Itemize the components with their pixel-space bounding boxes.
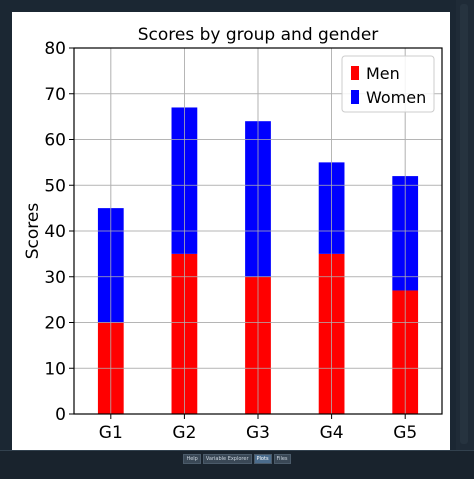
ticks: 0 10 20 30 40 50 60 70 80 G1 G2 G3 G4 G5: [44, 39, 417, 443]
x-tick-label: G5: [393, 423, 417, 443]
legend-label-women: Women: [366, 88, 426, 107]
tab-files[interactable]: Files: [273, 454, 291, 464]
legend-box: [341, 55, 435, 113]
y-tick-label: 40: [44, 222, 66, 242]
pane-tab-strip: Help Variable Explorer Plots Files: [0, 454, 474, 464]
legend: Men Women: [341, 55, 435, 113]
y-tick-label: 60: [44, 131, 66, 151]
legend-swatch-men: [351, 66, 359, 80]
legend-label-men: Men: [366, 64, 400, 83]
x-tick-label: G3: [246, 423, 270, 443]
chart: 0 10 20 30 40 50 60 70 80 G1 G2 G3 G4 G5 Scores by gr…: [23, 25, 443, 443]
tab-plots[interactable]: Plots: [253, 454, 272, 464]
x-tick-label: G2: [172, 423, 196, 443]
y-tick-label: 10: [44, 359, 66, 379]
chart-title: Scores by group and gender: [138, 25, 379, 45]
x-tick-label: G1: [99, 423, 123, 443]
plot-pane: 0 10 20 30 40 50 60 70 80 G1 G2 G3 G4 G5 Scores by gr…: [12, 12, 450, 450]
y-tick-label: 70: [44, 85, 66, 105]
y-tick-label: 30: [44, 268, 66, 288]
y-tick-label: 50: [44, 176, 66, 196]
bars: [74, 47, 442, 415]
tab-variable-explorer[interactable]: Variable Explorer: [202, 454, 252, 464]
y-tick-label: 20: [44, 314, 66, 334]
x-tick-label: G4: [320, 423, 344, 443]
y-tick-label: 80: [44, 39, 66, 59]
scrollbar-thumb[interactable]: [460, 4, 468, 444]
legend-swatch-women: [351, 90, 359, 104]
y-axis-label: Scores: [23, 203, 43, 260]
y-tick-label: 0: [55, 405, 66, 425]
tab-help[interactable]: Help: [183, 454, 201, 464]
